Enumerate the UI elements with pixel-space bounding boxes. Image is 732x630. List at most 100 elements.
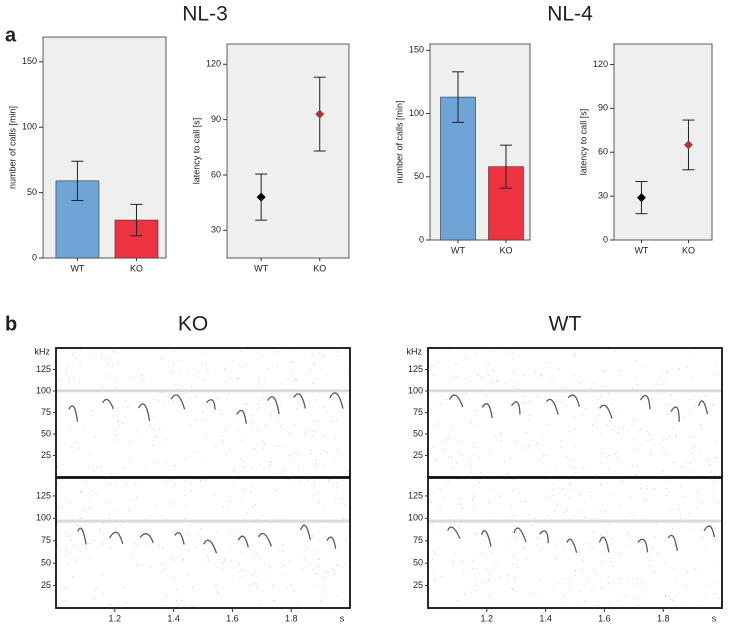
noise bbox=[111, 472, 113, 474]
x-tick-label: 1.2 bbox=[109, 613, 122, 623]
noise bbox=[233, 470, 235, 472]
noise bbox=[245, 365, 247, 367]
noise bbox=[182, 558, 184, 560]
noise bbox=[584, 517, 586, 519]
noise bbox=[497, 493, 499, 495]
noise bbox=[470, 465, 472, 467]
y-tick-label: 75 bbox=[41, 535, 51, 545]
noise bbox=[195, 396, 197, 398]
noise bbox=[158, 545, 160, 547]
noise bbox=[332, 460, 334, 462]
noise bbox=[640, 487, 642, 489]
noise bbox=[631, 467, 633, 469]
noise bbox=[517, 566, 519, 568]
noise bbox=[324, 589, 326, 591]
y-axis-label: latency to call [s] bbox=[578, 109, 588, 176]
noise bbox=[610, 493, 612, 495]
noise bbox=[705, 548, 707, 550]
noise bbox=[246, 512, 248, 514]
noise bbox=[222, 568, 224, 570]
point bbox=[256, 192, 266, 202]
plot-border bbox=[427, 477, 723, 609]
noise bbox=[291, 370, 293, 372]
noise bbox=[345, 539, 347, 541]
noise bbox=[706, 583, 708, 585]
noise bbox=[659, 393, 661, 395]
noise bbox=[222, 562, 224, 564]
noise bbox=[649, 565, 651, 567]
noise bbox=[165, 481, 167, 483]
noise bbox=[222, 506, 224, 508]
noise bbox=[677, 468, 679, 470]
x-tick-label: WT bbox=[634, 245, 648, 255]
noise bbox=[566, 509, 568, 511]
noise bbox=[197, 372, 199, 374]
noise bbox=[491, 513, 493, 515]
noise bbox=[325, 373, 327, 375]
noise bbox=[336, 355, 338, 357]
y-axis-label: kHz bbox=[407, 346, 423, 356]
noise-band bbox=[428, 389, 722, 393]
noise bbox=[479, 472, 481, 474]
noise bbox=[162, 568, 164, 570]
noise bbox=[678, 509, 680, 511]
noise bbox=[581, 414, 583, 416]
noise bbox=[347, 471, 349, 473]
noise bbox=[540, 549, 542, 551]
noise bbox=[470, 591, 472, 593]
noise bbox=[472, 442, 474, 444]
noise bbox=[270, 416, 272, 418]
noise bbox=[174, 559, 176, 561]
noise bbox=[296, 379, 298, 381]
noise bbox=[597, 413, 599, 415]
noise bbox=[583, 503, 585, 505]
noise bbox=[106, 375, 108, 377]
noise bbox=[617, 599, 619, 601]
noise bbox=[454, 377, 456, 379]
call-syllable bbox=[513, 527, 527, 543]
noise bbox=[463, 572, 465, 574]
noise bbox=[561, 441, 563, 443]
noise bbox=[489, 400, 491, 402]
noise bbox=[500, 440, 502, 442]
noise bbox=[651, 401, 653, 403]
noise bbox=[67, 564, 69, 566]
noise bbox=[152, 445, 154, 447]
noise bbox=[177, 359, 179, 361]
noise bbox=[667, 490, 669, 492]
noise bbox=[239, 563, 241, 565]
noise bbox=[229, 547, 231, 549]
noise bbox=[450, 349, 452, 351]
noise bbox=[244, 569, 246, 571]
noise bbox=[488, 451, 490, 453]
noise bbox=[337, 473, 339, 475]
noise bbox=[536, 443, 538, 445]
noise bbox=[689, 412, 691, 414]
noise bbox=[238, 429, 240, 431]
noise bbox=[293, 473, 295, 475]
noise bbox=[510, 505, 512, 507]
noise bbox=[301, 570, 303, 572]
noise bbox=[574, 375, 576, 377]
noise bbox=[551, 489, 553, 491]
noise bbox=[470, 472, 472, 474]
noise bbox=[79, 551, 81, 553]
noise bbox=[311, 353, 313, 355]
noise bbox=[555, 465, 557, 467]
noise bbox=[623, 426, 625, 428]
noise bbox=[603, 560, 605, 562]
y-tick-label: 150 bbox=[409, 45, 424, 55]
noise bbox=[475, 577, 477, 579]
noise bbox=[461, 561, 463, 563]
noise bbox=[204, 436, 206, 438]
noise bbox=[327, 436, 329, 438]
group-title: NL-3 bbox=[182, 3, 228, 26]
noise bbox=[303, 558, 305, 560]
noise bbox=[584, 600, 586, 602]
x-tick-label: 1.8 bbox=[285, 613, 298, 623]
noise bbox=[101, 354, 103, 356]
noise bbox=[616, 450, 618, 452]
noise bbox=[143, 380, 145, 382]
noise bbox=[557, 582, 559, 584]
noise bbox=[700, 424, 702, 426]
